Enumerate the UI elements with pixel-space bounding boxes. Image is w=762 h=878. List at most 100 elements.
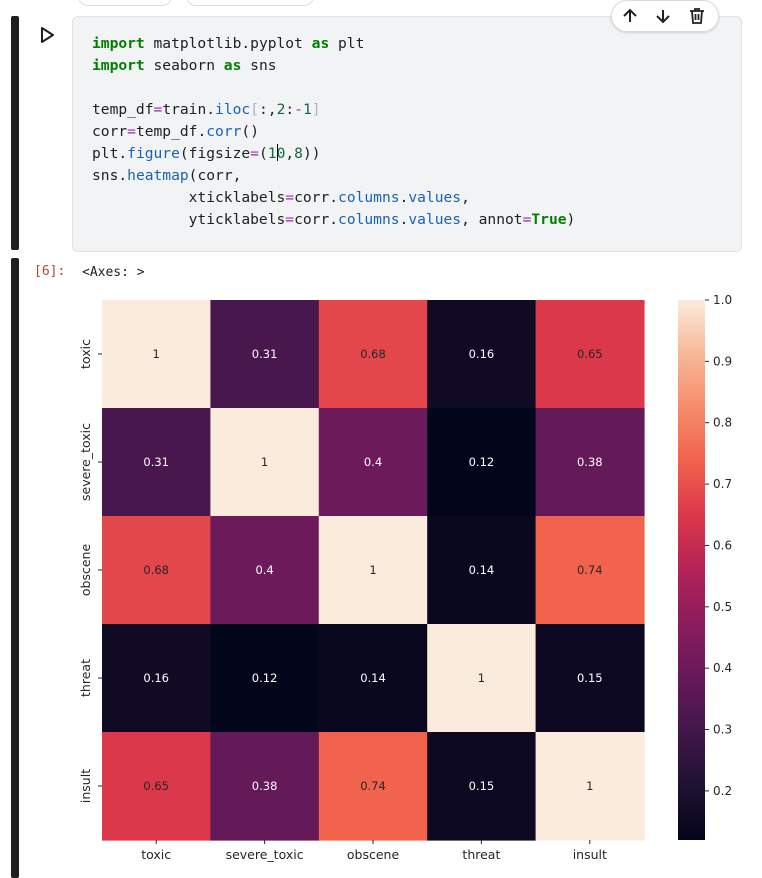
- code-token: train.: [162, 101, 216, 118]
- cell-annotation: 0.16: [143, 671, 169, 685]
- code-token: ): [566, 211, 576, 228]
- code-token: 1: [267, 145, 277, 162]
- text-cursor: [276, 144, 278, 161]
- code-token: =: [153, 101, 163, 118]
- cell-annotation: 0.38: [577, 455, 603, 469]
- heatmap-cell: [535, 300, 645, 409]
- delete-icon[interactable]: [687, 6, 707, 26]
- heatmap-cell: [535, 732, 645, 841]
- code-token: import: [92, 35, 145, 52]
- cell-annotation: 1: [369, 563, 376, 577]
- code-token: plt: [329, 35, 365, 52]
- code-token: ,: [285, 145, 295, 162]
- heatmap-cell: [318, 732, 428, 841]
- code-token: as: [311, 35, 330, 52]
- code-token: temp_df: [92, 101, 154, 118]
- heatmap-cell: [210, 732, 320, 841]
- x-tick-label: threat: [462, 847, 500, 862]
- cell-annotation: 0.31: [143, 455, 169, 469]
- colorbar-tick-label: 0.2: [713, 784, 732, 798]
- colorbar-tick-label: 1.0: [713, 293, 732, 307]
- cell-annotation: 0.16: [469, 347, 495, 361]
- cell-annotation: 0.65: [577, 347, 603, 361]
- code-token: values: [408, 211, 462, 228]
- code-text[interactable]: import matplotlib.pyplot as plt import se…: [92, 33, 575, 231]
- heatmap-cell: [210, 624, 320, 733]
- cell-annotation: 0.15: [469, 779, 495, 793]
- run-cell-icon[interactable]: [38, 26, 56, 44]
- move-down-icon[interactable]: [653, 6, 673, 26]
- cell-annotation: 1: [153, 347, 160, 361]
- code-token: plt.: [92, 145, 128, 162]
- cell-annotation: 1: [478, 671, 485, 685]
- heatmap-cell: [102, 732, 211, 841]
- cell-annotation: 0.12: [252, 671, 278, 685]
- cell-annotation: 0.4: [255, 563, 273, 577]
- code-token: temp_df.: [135, 123, 207, 140]
- code-token: =: [250, 145, 259, 162]
- code-token: figure: [127, 145, 180, 162]
- code-token: :,: [258, 101, 277, 118]
- code-token: corr.: [294, 211, 339, 228]
- colorbar-tick-label: 0.7: [713, 477, 732, 491]
- code-line: plt.figure(figsize=(10,8)): [92, 143, 575, 165]
- code-token: columns: [338, 211, 400, 228]
- heatmap-cell: [318, 624, 428, 733]
- code-token: (corr,: [188, 167, 242, 184]
- colorbar: [678, 300, 705, 840]
- code-token: =: [285, 211, 295, 228]
- colorbar-tick-label: 0.8: [713, 416, 732, 430]
- cell-annotation: 0.15: [577, 671, 603, 685]
- code-line: import seaborn as sns: [92, 55, 575, 77]
- code-token: (figsize: [179, 145, 251, 162]
- code-token: True: [531, 211, 567, 228]
- code-token: .: [399, 211, 409, 228]
- code-token: 2: [276, 101, 286, 118]
- heatmap-cell: [427, 516, 537, 625]
- code-line: temp_df=train.iloc[:,2:-1]: [92, 99, 575, 121]
- move-up-icon[interactable]: [620, 6, 640, 26]
- cell-annotation: 0.4: [364, 455, 382, 469]
- code-token: sns: [241, 57, 277, 74]
- code-token: heatmap: [127, 167, 189, 184]
- code-token: )): [302, 145, 321, 162]
- code-token: corr.: [294, 189, 339, 206]
- code-token: yticklabels: [92, 211, 286, 228]
- cell-annotation: 0.74: [577, 563, 603, 577]
- code-token: corr: [92, 123, 128, 140]
- code-cell-focus-bar: [11, 16, 19, 250]
- code-token: seaborn: [144, 57, 224, 74]
- y-tick-label: insult: [78, 769, 93, 803]
- heatmap-cell: [535, 408, 645, 517]
- code-token: values: [408, 189, 462, 206]
- x-tick-label: obscene: [347, 847, 400, 862]
- code-editor[interactable]: import matplotlib.pyplot as plt import se…: [72, 16, 742, 252]
- colorbar-tick-label: 0.3: [713, 723, 732, 737]
- cell-annotation: 0.31: [252, 347, 278, 361]
- code-token: ]: [311, 101, 321, 118]
- code-token: -: [294, 101, 303, 118]
- y-tick-label: toxic: [78, 339, 93, 369]
- x-tick-label: severe_toxic: [226, 847, 304, 862]
- heatmap-cell: [102, 624, 211, 733]
- heatmap-cell: [318, 300, 428, 409]
- code-token: iloc: [215, 101, 251, 118]
- colorbar-tick-label: 0.4: [713, 661, 732, 675]
- heatmap-cell: [102, 516, 211, 625]
- heatmap-cell: [427, 624, 537, 733]
- heatmap-cell: [427, 300, 537, 409]
- heatmap-cell: [318, 516, 428, 625]
- code-line: sns.heatmap(corr,: [92, 165, 575, 187]
- code-token: [: [250, 101, 259, 118]
- y-tick-label: threat: [78, 659, 93, 697]
- code-token: as: [223, 57, 242, 74]
- colorbar-tick-label: 0.6: [713, 538, 732, 552]
- heatmap-cell: [102, 300, 211, 409]
- code-token: xticklabels: [92, 189, 286, 206]
- code-token: columns: [338, 189, 400, 206]
- code-token: .: [399, 189, 409, 206]
- cell-annotation: 0.68: [143, 563, 169, 577]
- code-token: corr: [206, 123, 242, 140]
- y-tick-label: obscene: [78, 544, 93, 597]
